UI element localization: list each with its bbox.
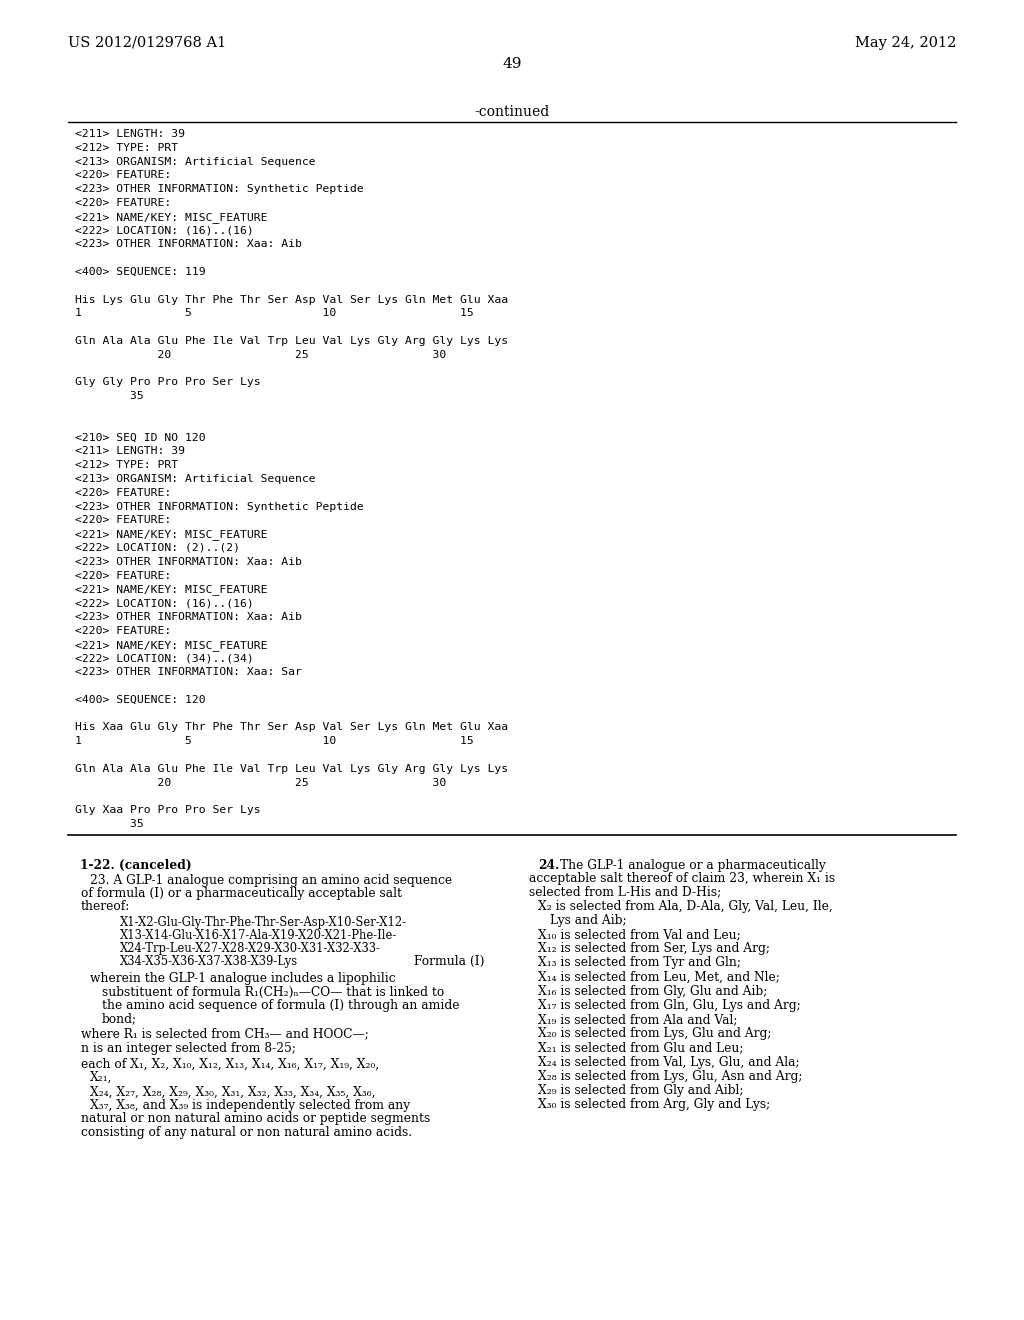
Text: X₃₀ is selected from Arg, Gly and Lys;: X₃₀ is selected from Arg, Gly and Lys; [538, 1098, 770, 1111]
Text: <211> LENGTH: 39: <211> LENGTH: 39 [75, 129, 185, 139]
Text: each of X₁, X₂, X₁₀, X₁₂, X₁₃, X₁₄, X₁₆, X₁₇, X₁₉, X₂₀,: each of X₁, X₂, X₁₀, X₁₂, X₁₃, X₁₄, X₁₆,… [81, 1057, 379, 1071]
Text: His Lys Glu Gly Thr Phe Thr Ser Asp Val Ser Lys Gln Met Glu Xaa: His Lys Glu Gly Thr Phe Thr Ser Asp Val … [75, 294, 508, 305]
Text: Gly Xaa Pro Pro Pro Ser Lys: Gly Xaa Pro Pro Pro Ser Lys [75, 805, 261, 816]
Text: 35: 35 [75, 818, 143, 829]
Text: <222> LOCATION: (2)..(2): <222> LOCATION: (2)..(2) [75, 543, 240, 553]
Text: the amino acid sequence of formula (I) through an amide: the amino acid sequence of formula (I) t… [102, 999, 460, 1011]
Text: thereof:: thereof: [81, 900, 130, 913]
Text: <221> NAME/KEY: MISC_FEATURE: <221> NAME/KEY: MISC_FEATURE [75, 585, 267, 595]
Text: 20                  25                  30: 20 25 30 [75, 777, 446, 788]
Text: US 2012/0129768 A1: US 2012/0129768 A1 [68, 36, 226, 50]
Text: X₁₀ is selected from Val and Leu;: X₁₀ is selected from Val and Leu; [538, 928, 740, 941]
Text: 23. A GLP-1 analogue comprising an amino acid sequence: 23. A GLP-1 analogue comprising an amino… [90, 874, 453, 887]
Text: 49: 49 [502, 57, 522, 71]
Text: 20                  25                  30: 20 25 30 [75, 350, 446, 360]
Text: 35: 35 [75, 391, 143, 401]
Text: of formula (I) or a pharmaceutically acceptable salt: of formula (I) or a pharmaceutically acc… [81, 887, 402, 900]
Text: <221> NAME/KEY: MISC_FEATURE: <221> NAME/KEY: MISC_FEATURE [75, 640, 267, 651]
Text: Gly Gly Pro Pro Pro Ser Lys: Gly Gly Pro Pro Pro Ser Lys [75, 378, 261, 387]
Text: 1               5                   10                  15: 1 5 10 15 [75, 309, 474, 318]
Text: His Xaa Glu Gly Thr Phe Thr Ser Asp Val Ser Lys Gln Met Glu Xaa: His Xaa Glu Gly Thr Phe Thr Ser Asp Val … [75, 722, 508, 733]
Text: Gln Ala Ala Glu Phe Ile Val Trp Leu Val Lys Gly Arg Gly Lys Lys: Gln Ala Ala Glu Phe Ile Val Trp Leu Val … [75, 337, 508, 346]
Text: <400> SEQUENCE: 120: <400> SEQUENCE: 120 [75, 694, 206, 705]
Text: -continued: -continued [474, 106, 550, 119]
Text: acceptable salt thereof of claim 23, wherein X₁ is: acceptable salt thereof of claim 23, whe… [529, 873, 836, 884]
Text: X24-Trp-Leu-X27-X28-X29-X30-X31-X32-X33-: X24-Trp-Leu-X27-X28-X29-X30-X31-X32-X33- [120, 942, 381, 954]
Text: <211> LENGTH: 39: <211> LENGTH: 39 [75, 446, 185, 457]
Text: X₁₃ is selected from Tyr and Gln;: X₁₃ is selected from Tyr and Gln; [538, 956, 741, 969]
Text: <222> LOCATION: (16)..(16): <222> LOCATION: (16)..(16) [75, 226, 254, 235]
Text: selected from L-His and D-His;: selected from L-His and D-His; [529, 886, 721, 898]
Text: X₂₁ is selected from Glu and Leu;: X₂₁ is selected from Glu and Leu; [538, 1041, 743, 1055]
Text: <223> OTHER INFORMATION: Synthetic Peptide: <223> OTHER INFORMATION: Synthetic Pepti… [75, 502, 364, 512]
Text: <223> OTHER INFORMATION: Synthetic Peptide: <223> OTHER INFORMATION: Synthetic Pepti… [75, 185, 364, 194]
Text: X₁₄ is selected from Leu, Met, and Nle;: X₁₄ is selected from Leu, Met, and Nle; [538, 970, 780, 983]
Text: X₂₄ is selected from Val, Lys, Glu, and Ala;: X₂₄ is selected from Val, Lys, Glu, and … [538, 1056, 800, 1069]
Text: X₁₇ is selected from Gln, Glu, Lys and Arg;: X₁₇ is selected from Gln, Glu, Lys and A… [538, 999, 801, 1012]
Text: <223> OTHER INFORMATION: Xaa: Aib: <223> OTHER INFORMATION: Xaa: Aib [75, 612, 302, 622]
Text: <220> FEATURE:: <220> FEATURE: [75, 515, 171, 525]
Text: X₃₇, X₃₈, and X₃₉ is independently selected from any: X₃₇, X₃₈, and X₃₉ is independently selec… [90, 1100, 411, 1113]
Text: natural or non natural amino acids or peptide segments: natural or non natural amino acids or pe… [81, 1113, 430, 1126]
Text: X₂ is selected from Ala, D-Ala, Gly, Val, Leu, Ile,: X₂ is selected from Ala, D-Ala, Gly, Val… [538, 900, 833, 913]
Text: <222> LOCATION: (34)..(34): <222> LOCATION: (34)..(34) [75, 653, 254, 664]
Text: X13-X14-Glu-X16-X17-Ala-X19-X20-X21-Phe-Ile-: X13-X14-Glu-X16-X17-Ala-X19-X20-X21-Phe-… [120, 929, 397, 941]
Text: <213> ORGANISM: Artificial Sequence: <213> ORGANISM: Artificial Sequence [75, 157, 315, 166]
Text: <221> NAME/KEY: MISC_FEATURE: <221> NAME/KEY: MISC_FEATURE [75, 211, 267, 223]
Text: 1-22. (canceled): 1-22. (canceled) [80, 859, 191, 871]
Text: <220> FEATURE:: <220> FEATURE: [75, 626, 171, 636]
Text: The GLP-1 analogue or a pharmaceutically: The GLP-1 analogue or a pharmaceutically [560, 859, 825, 871]
Text: <220> FEATURE:: <220> FEATURE: [75, 198, 171, 209]
Text: bond;: bond; [102, 1012, 137, 1024]
Text: Formula (I): Formula (I) [415, 956, 485, 968]
Text: X1-X2-Glu-Gly-Thr-Phe-Thr-Ser-Asp-X10-Ser-X12-: X1-X2-Glu-Gly-Thr-Phe-Thr-Ser-Asp-X10-Se… [120, 916, 407, 928]
Text: X₂₈ is selected from Lys, Glu, Asn and Arg;: X₂₈ is selected from Lys, Glu, Asn and A… [538, 1069, 803, 1082]
Text: n is an integer selected from 8-25;: n is an integer selected from 8-25; [81, 1043, 296, 1056]
Text: X₂₉ is selected from Gly and Aibl;: X₂₉ is selected from Gly and Aibl; [538, 1084, 743, 1097]
Text: <223> OTHER INFORMATION: Xaa: Aib: <223> OTHER INFORMATION: Xaa: Aib [75, 239, 302, 249]
Text: <221> NAME/KEY: MISC_FEATURE: <221> NAME/KEY: MISC_FEATURE [75, 529, 267, 540]
Text: <212> TYPE: PRT: <212> TYPE: PRT [75, 461, 178, 470]
Text: X₂₁,: X₂₁, [90, 1071, 113, 1084]
Text: where R₁ is selected from CH₃— and HOOC—;: where R₁ is selected from CH₃— and HOOC—… [81, 1027, 369, 1040]
Text: <400> SEQUENCE: 119: <400> SEQUENCE: 119 [75, 267, 206, 277]
Text: 24.: 24. [538, 859, 559, 871]
Text: <212> TYPE: PRT: <212> TYPE: PRT [75, 143, 178, 153]
Text: <210> SEQ ID NO 120: <210> SEQ ID NO 120 [75, 433, 206, 442]
Text: consisting of any natural or non natural amino acids.: consisting of any natural or non natural… [81, 1126, 412, 1139]
Text: Lys and Aib;: Lys and Aib; [550, 913, 627, 927]
Text: <223> OTHER INFORMATION: Xaa: Sar: <223> OTHER INFORMATION: Xaa: Sar [75, 667, 302, 677]
Text: X34-X35-X36-X37-X38-X39-Lys: X34-X35-X36-X37-X38-X39-Lys [120, 956, 298, 968]
Text: X₂₄, X₂₇, X₂₈, X₂₉, X₃₀, X₃₁, X₃₂, X₃₃, X₃₄, X₃₅, X₃₆,: X₂₄, X₂₇, X₂₈, X₂₉, X₃₀, X₃₁, X₃₂, X₃₃, … [90, 1086, 376, 1100]
Text: X₁₉ is selected from Ala and Val;: X₁₉ is selected from Ala and Val; [538, 1012, 737, 1026]
Text: X₁₂ is selected from Ser, Lys and Arg;: X₁₂ is selected from Ser, Lys and Arg; [538, 942, 770, 954]
Text: <222> LOCATION: (16)..(16): <222> LOCATION: (16)..(16) [75, 598, 254, 609]
Text: May 24, 2012: May 24, 2012 [855, 36, 956, 50]
Text: <220> FEATURE:: <220> FEATURE: [75, 570, 171, 581]
Text: substituent of formula R₁(CH₂)ₙ—CO— that is linked to: substituent of formula R₁(CH₂)ₙ—CO— that… [102, 986, 444, 998]
Text: 1               5                   10                  15: 1 5 10 15 [75, 737, 474, 746]
Text: X₂₀ is selected from Lys, Glu and Arg;: X₂₀ is selected from Lys, Glu and Arg; [538, 1027, 771, 1040]
Text: X₁₆ is selected from Gly, Glu and Aib;: X₁₆ is selected from Gly, Glu and Aib; [538, 985, 767, 998]
Text: <220> FEATURE:: <220> FEATURE: [75, 170, 171, 181]
Text: <213> ORGANISM: Artificial Sequence: <213> ORGANISM: Artificial Sequence [75, 474, 315, 484]
Text: wherein the GLP-1 analogue includes a lipophilic: wherein the GLP-1 analogue includes a li… [90, 973, 395, 985]
Text: Gln Ala Ala Glu Phe Ile Val Trp Leu Val Lys Gly Arg Gly Lys Lys: Gln Ala Ala Glu Phe Ile Val Trp Leu Val … [75, 764, 508, 774]
Text: <223> OTHER INFORMATION: Xaa: Aib: <223> OTHER INFORMATION: Xaa: Aib [75, 557, 302, 566]
Text: <220> FEATURE:: <220> FEATURE: [75, 488, 171, 498]
